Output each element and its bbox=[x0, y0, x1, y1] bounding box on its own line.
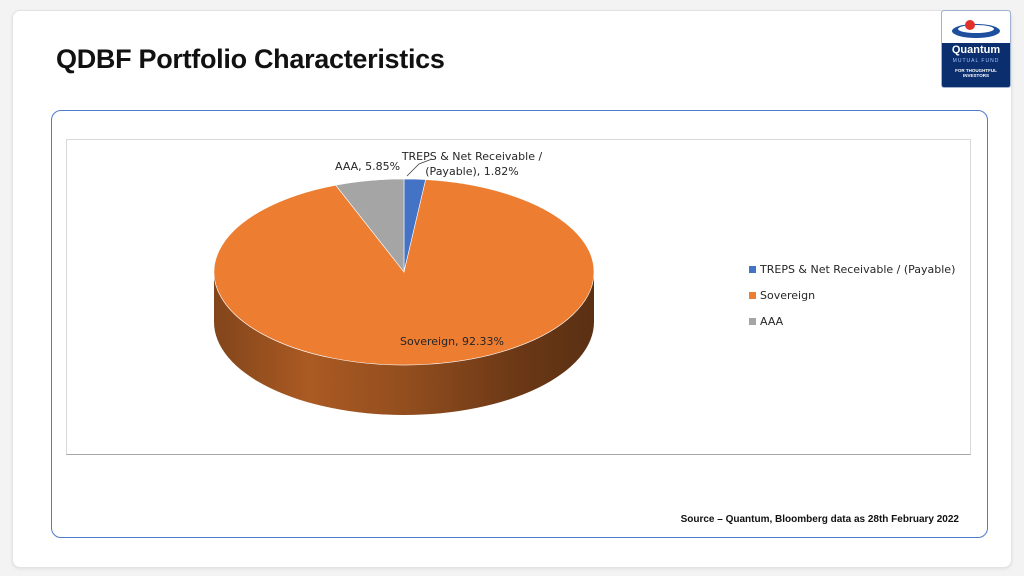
logo-name: Quantum bbox=[951, 44, 1001, 56]
data-label-1: Sovereign, 92.33% bbox=[400, 335, 504, 348]
data-label-0: TREPS & Net Receivable / (Payable), 1.82% bbox=[401, 150, 543, 178]
legend-label-0: TREPS & Net Receivable / (Payable) bbox=[759, 263, 955, 276]
page-title: QDBF Portfolio Characteristics bbox=[56, 44, 445, 74]
treps-leader-line bbox=[406, 158, 433, 177]
legend-label-1: Sovereign bbox=[760, 289, 815, 302]
source-note: Source – Quantum, Bloomberg data as 28th… bbox=[680, 514, 959, 525]
legend-swatch-1 bbox=[749, 292, 756, 299]
quantum-logo: Quantum MUTUAL FUND FOR THOUGHTFUL INVES… bbox=[941, 10, 1011, 88]
legend-label-2: AAA bbox=[760, 315, 784, 328]
pie-side-wall bbox=[214, 272, 594, 415]
logo-subtitle: MUTUAL FUND bbox=[952, 58, 1000, 64]
logo-tagline: FOR THOUGHTFUL INVESTORS bbox=[955, 68, 997, 78]
pie-slice-2 bbox=[335, 178, 405, 273]
chart-area: TREPS & Net Receivable / (Payable), 1.82%… bbox=[66, 139, 971, 455]
legend-swatch-2 bbox=[749, 318, 756, 325]
data-label-2: AAA, 5.85% bbox=[335, 160, 400, 173]
logo-emblem bbox=[942, 11, 1010, 43]
legend-swatch-0 bbox=[749, 266, 756, 273]
pie-chart: TREPS & Net Receivable / (Payable), 1.82%… bbox=[213, 150, 955, 415]
